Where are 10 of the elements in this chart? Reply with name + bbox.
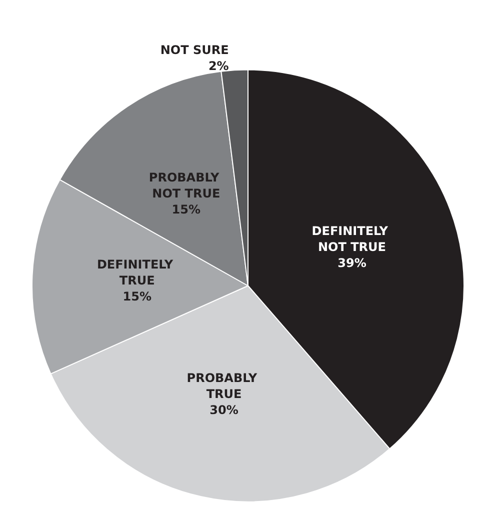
data-label: 30% bbox=[210, 403, 238, 418]
slice-label: PROBABLY TRUE bbox=[186, 371, 262, 402]
data-label: 15% bbox=[122, 290, 152, 304]
slice-label: NOT SURE bbox=[160, 43, 229, 58]
slice-label: DEFINITELY NOT TRUE bbox=[312, 224, 392, 254]
data-label: 2% bbox=[208, 59, 229, 74]
data-label: 39% bbox=[338, 256, 366, 270]
data-label: 15% bbox=[172, 202, 201, 217]
slice-label: DEFINITELY TRUE bbox=[96, 258, 178, 288]
slice-label: PROBABLY NOT TRUE bbox=[148, 170, 224, 201]
